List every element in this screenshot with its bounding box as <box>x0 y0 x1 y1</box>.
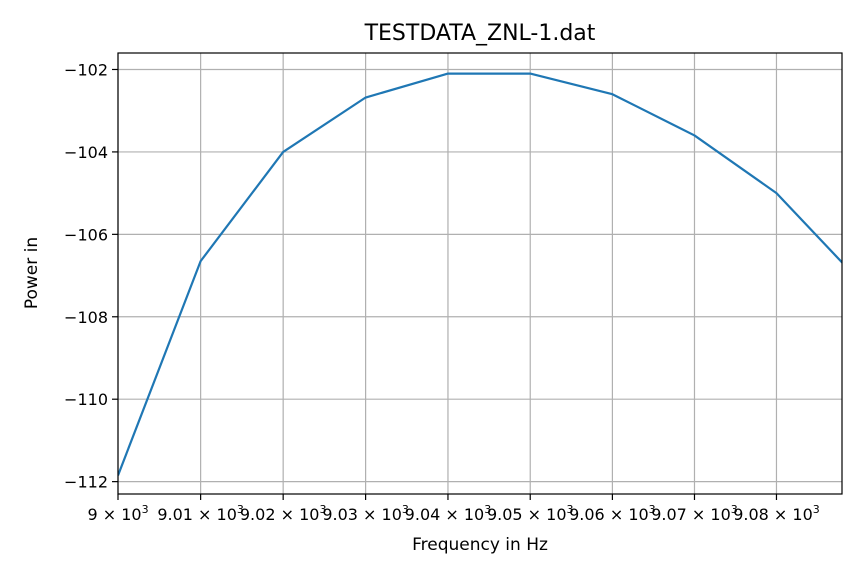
x-tick-mantissa: 9.05 <box>487 505 523 524</box>
x-tick-exponent: 3 <box>567 503 574 516</box>
y-tick-label: −102 <box>64 60 108 79</box>
x-tick-mantissa: 9.02 <box>240 505 276 524</box>
x-tick-exponent: 3 <box>319 503 326 516</box>
x-tick-exponent: 3 <box>484 503 491 516</box>
x-tick-label: 9.01 × 103 <box>157 503 244 524</box>
y-tick-label: −104 <box>64 143 108 162</box>
grid <box>117 53 842 494</box>
series-layer <box>118 72 842 476</box>
x-axis-label: Frequency in Hz <box>412 535 548 555</box>
x-tick-exponent: 3 <box>142 503 149 516</box>
y-axis-label: Power in <box>22 237 42 309</box>
plot-frame <box>117 52 843 495</box>
y-tick-label: −106 <box>64 225 108 244</box>
x-tick-mantissa: 9.06 <box>569 505 605 524</box>
x-tick-mantissa: 9 <box>87 505 97 524</box>
x-tick-exponent: 3 <box>237 503 244 516</box>
x-tick-label: 9 × 103 <box>87 503 148 524</box>
x-tick-label: 9.03 × 103 <box>322 503 409 524</box>
x-tick-label: 9.07 × 103 <box>651 503 738 524</box>
y-tick-label: −108 <box>64 308 108 327</box>
x-tick-mantissa: 9.04 <box>405 505 441 524</box>
x-tick-exponent: 3 <box>731 503 738 516</box>
series-line <box>118 72 842 476</box>
x-tick-exponent: 3 <box>402 503 409 516</box>
chart-title: TESTDATA_ZNL-1.dat <box>364 21 596 46</box>
x-tick-label: 9.08 × 103 <box>733 503 820 524</box>
x-tick-exponent: 3 <box>649 503 656 516</box>
x-tick-mantissa: 9.01 <box>157 505 193 524</box>
y-axis: −102 −104 −106 −108 −110 −112 <box>64 60 118 492</box>
x-tick-label: 9.06 × 103 <box>569 503 656 524</box>
y-tick-label: −110 <box>64 390 108 409</box>
x-tick-label: 9.02 × 103 <box>240 503 327 524</box>
y-tick-label: −112 <box>64 473 108 492</box>
x-tick-label: 9.05 × 103 <box>487 503 574 524</box>
x-tick-mantissa: 9.07 <box>651 505 687 524</box>
x-tick-exponent: 3 <box>813 503 820 516</box>
x-tick-mantissa: 9.08 <box>733 505 769 524</box>
x-tick-mantissa: 9.03 <box>322 505 358 524</box>
x-tick-label: 9.04 × 103 <box>405 503 492 524</box>
